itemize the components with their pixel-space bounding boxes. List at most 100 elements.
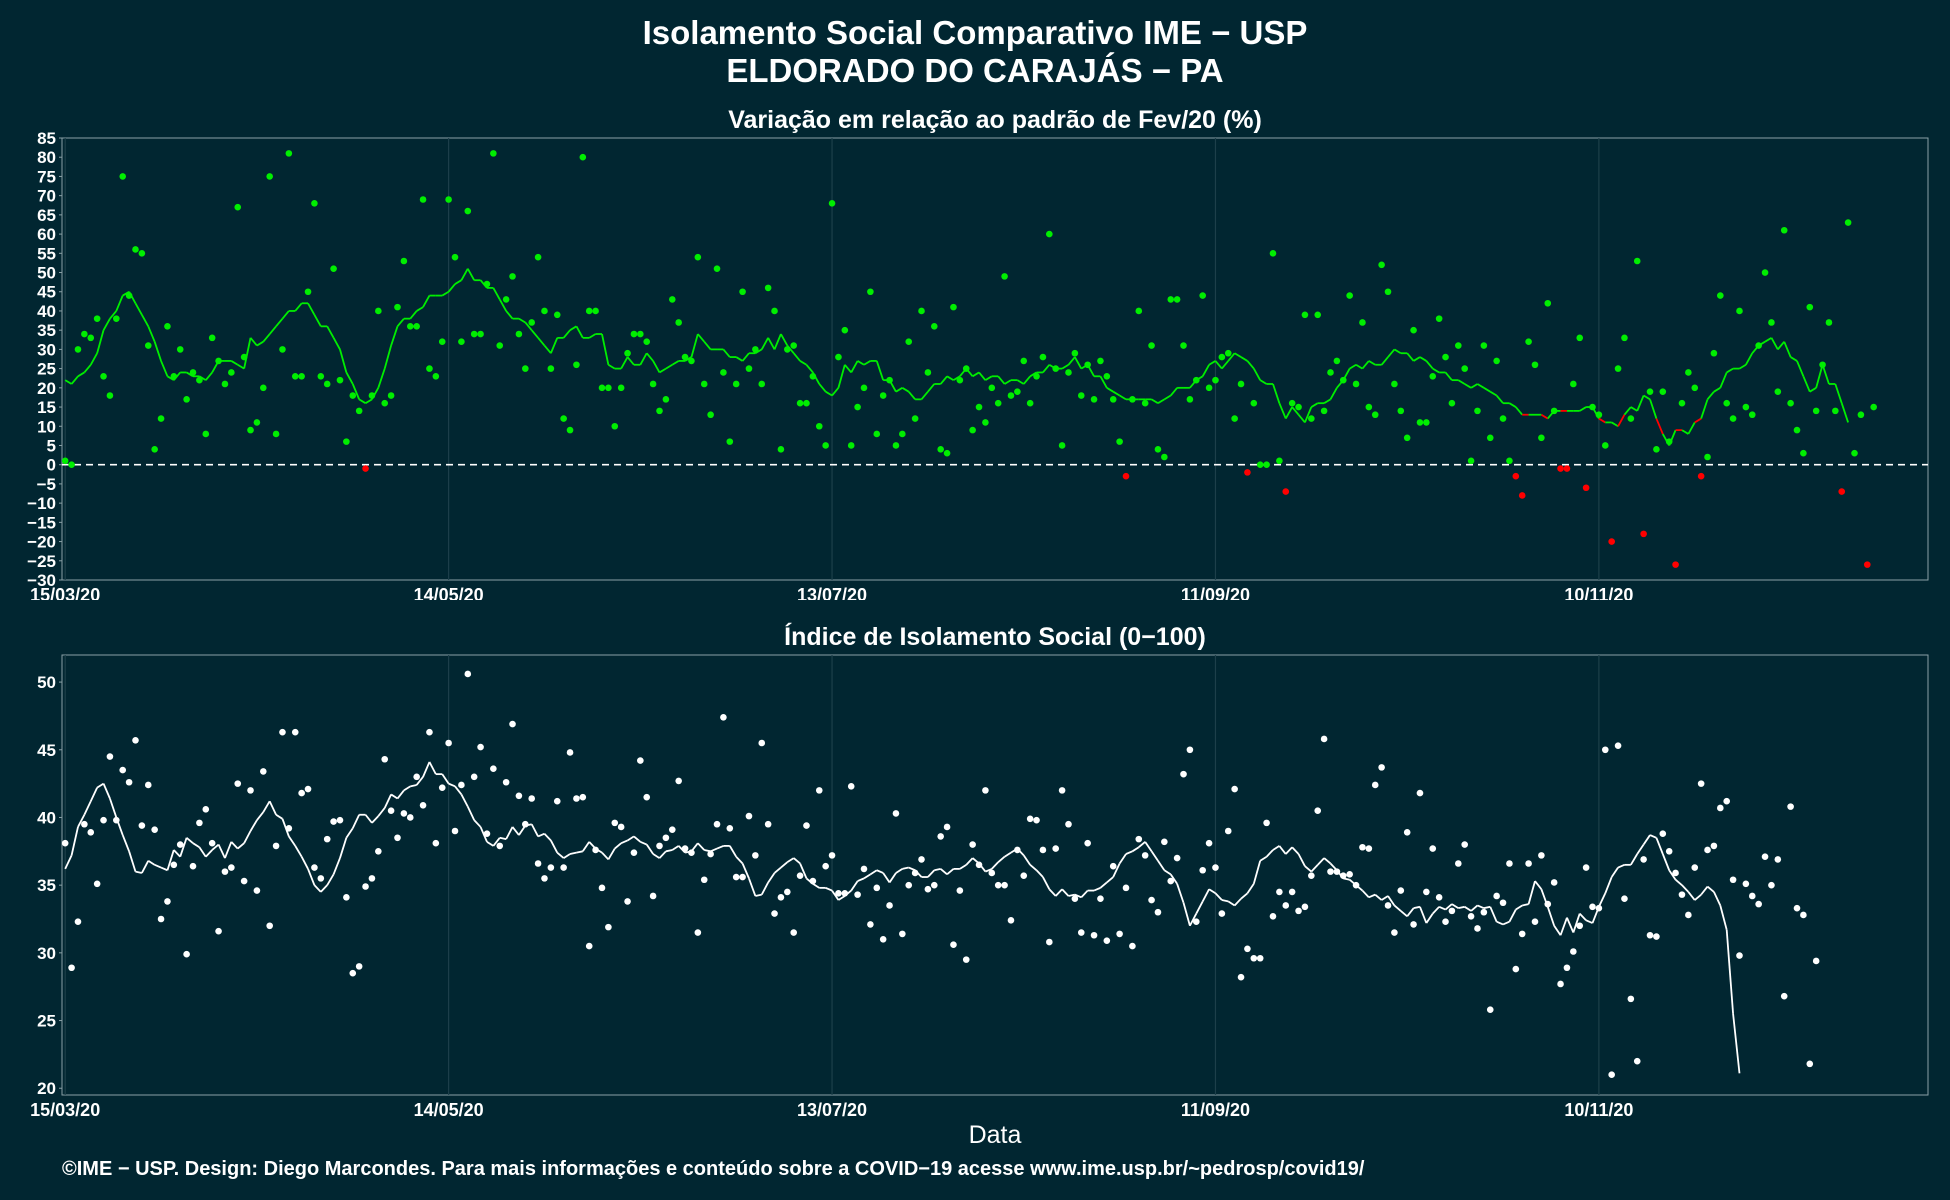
moving-average-segment bbox=[1393, 348, 1402, 355]
y-tick-label: −5 bbox=[37, 475, 56, 494]
daily-point bbox=[215, 357, 222, 365]
daily-point bbox=[451, 253, 459, 261]
moving-average-segment bbox=[1119, 394, 1127, 401]
moving-average-segment bbox=[997, 375, 1006, 385]
daily-point bbox=[547, 864, 555, 871]
moving-average-segment bbox=[121, 834, 130, 852]
moving-average-segment bbox=[1764, 337, 1772, 343]
daily-point bbox=[1863, 561, 1871, 568]
moving-average-segment bbox=[1176, 883, 1185, 904]
moving-average-segment bbox=[1413, 905, 1421, 910]
daily-point bbox=[330, 818, 337, 825]
moving-average-segment bbox=[1336, 869, 1344, 879]
daily-point bbox=[1780, 992, 1788, 1000]
moving-average-segment bbox=[1035, 869, 1044, 878]
moving-average-segment bbox=[1591, 906, 1600, 924]
daily-point bbox=[899, 430, 906, 438]
moving-average-segment bbox=[313, 314, 322, 327]
daily-point bbox=[208, 334, 216, 342]
moving-average-segment bbox=[1809, 387, 1817, 393]
moving-average-segment bbox=[729, 845, 737, 858]
moving-average-segment bbox=[684, 356, 692, 362]
daily-point bbox=[1448, 907, 1456, 915]
moving-average-segment bbox=[1477, 383, 1485, 389]
daily-point bbox=[1097, 357, 1104, 365]
moving-average-segment bbox=[1310, 864, 1319, 873]
daily-point bbox=[1346, 292, 1353, 299]
daily-point bbox=[1736, 952, 1743, 959]
daily-point bbox=[1435, 315, 1443, 322]
moving-average-segment bbox=[825, 390, 833, 397]
moving-average-segment bbox=[1400, 910, 1408, 917]
daily-point bbox=[1499, 415, 1507, 422]
moving-average-segment bbox=[1182, 902, 1191, 927]
moving-average-segment bbox=[997, 856, 1006, 863]
daily-point bbox=[1391, 929, 1398, 936]
daily-point bbox=[873, 430, 881, 438]
variation-chart: Variação em relação ao padrão de Fev/20 … bbox=[27, 106, 1929, 600]
moving-average-segment bbox=[1425, 913, 1434, 924]
daily-point bbox=[1582, 864, 1590, 871]
daily-point bbox=[1301, 311, 1309, 319]
daily-point bbox=[1237, 973, 1245, 981]
moving-average-segment bbox=[1425, 360, 1434, 370]
daily-point bbox=[298, 789, 305, 797]
daily-point bbox=[1205, 384, 1213, 392]
daily-point bbox=[323, 380, 331, 388]
daily-point bbox=[1001, 273, 1008, 280]
moving-average-segment bbox=[684, 850, 692, 854]
daily-point bbox=[106, 753, 114, 760]
daily-point bbox=[1410, 326, 1417, 334]
moving-average-segment bbox=[1329, 862, 1338, 871]
moving-average-segment bbox=[799, 863, 808, 879]
daily-point bbox=[1474, 407, 1481, 415]
daily-point bbox=[752, 346, 759, 353]
moving-average-segment bbox=[1840, 402, 1849, 423]
moving-average-segment bbox=[1010, 847, 1018, 854]
moving-average-segment bbox=[1252, 860, 1262, 885]
daily-point bbox=[1263, 819, 1270, 827]
daily-point bbox=[228, 369, 235, 376]
moving-average-segment bbox=[243, 830, 252, 844]
daily-point bbox=[426, 365, 433, 372]
moving-average-segment bbox=[332, 857, 341, 875]
moving-average-segment bbox=[64, 854, 73, 870]
moving-average-segment bbox=[1777, 341, 1785, 350]
daily-point bbox=[138, 250, 146, 257]
moving-average-segment bbox=[77, 814, 86, 828]
daily-point bbox=[1397, 887, 1405, 894]
moving-average-segment bbox=[460, 268, 469, 281]
daily-point bbox=[1697, 780, 1705, 787]
daily-point bbox=[1493, 892, 1500, 900]
daily-point bbox=[1710, 842, 1718, 850]
daily-point bbox=[1173, 854, 1181, 862]
moving-average-segment bbox=[952, 375, 961, 381]
moving-average-segment bbox=[147, 325, 156, 343]
moving-average-segment bbox=[141, 860, 150, 874]
moving-average-segment bbox=[569, 325, 577, 331]
moving-average-segment bbox=[383, 345, 392, 369]
moving-average-segment bbox=[978, 371, 987, 381]
moving-average-segment bbox=[1042, 364, 1051, 374]
moving-average-segment bbox=[959, 864, 967, 870]
daily-point bbox=[1691, 384, 1699, 392]
y-tick-label: 50 bbox=[37, 673, 56, 692]
daily-point bbox=[311, 200, 318, 207]
daily-point bbox=[432, 372, 440, 380]
moving-average-segment bbox=[1343, 877, 1350, 881]
daily-point bbox=[61, 839, 69, 847]
moving-average-segment bbox=[83, 364, 92, 374]
moving-average-segment bbox=[249, 819, 258, 832]
daily-point bbox=[553, 311, 561, 319]
daily-point bbox=[1129, 942, 1136, 950]
moving-average-segment bbox=[396, 789, 405, 800]
daily-point bbox=[483, 280, 491, 288]
daily-point bbox=[1582, 484, 1590, 492]
daily-point bbox=[579, 793, 587, 801]
daily-point bbox=[1442, 353, 1449, 361]
daily-point bbox=[1167, 296, 1175, 303]
daily-point bbox=[758, 380, 766, 388]
daily-point bbox=[796, 872, 804, 879]
daily-point bbox=[1570, 380, 1577, 388]
moving-average-segment bbox=[237, 842, 245, 850]
